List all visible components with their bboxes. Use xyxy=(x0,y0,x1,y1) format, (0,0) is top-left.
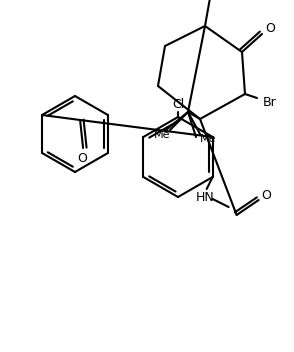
Text: Cl: Cl xyxy=(172,99,184,112)
Text: O: O xyxy=(265,23,275,36)
Text: Me: Me xyxy=(200,134,216,144)
Text: O: O xyxy=(262,189,272,201)
Text: Me: Me xyxy=(154,130,170,140)
Text: HN: HN xyxy=(195,190,214,203)
Text: Br: Br xyxy=(263,95,277,108)
Text: O: O xyxy=(77,151,87,164)
